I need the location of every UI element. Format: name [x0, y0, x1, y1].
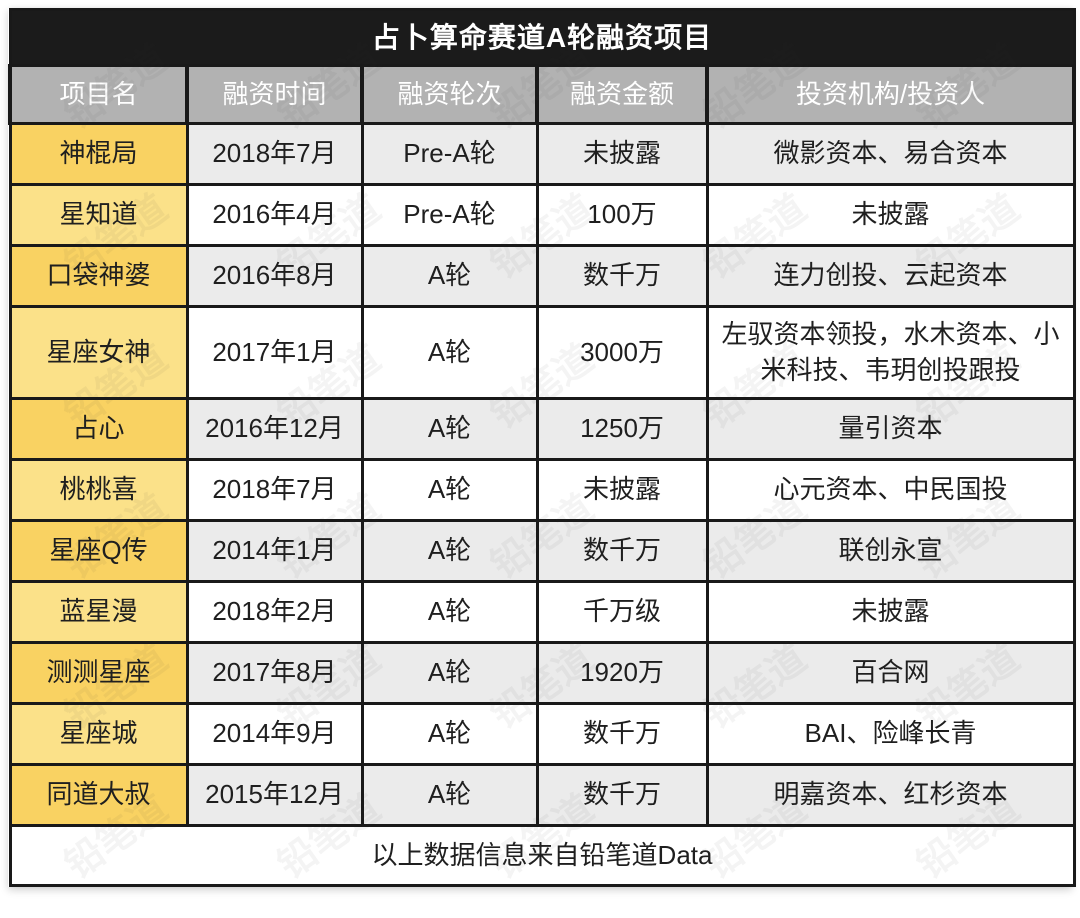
cell-investors: 连力创投、云起资本	[705, 244, 1076, 308]
cell-project-name: 测测星座	[8, 641, 189, 705]
table-row: 口袋神婆 2016年8月 A轮 数千万 连力创投、云起资本	[8, 244, 1076, 308]
funding-table: 占卜算命赛道A轮融资项目 项目名 融资时间 融资轮次 融资金额 投资机构/投资人…	[8, 8, 1077, 887]
table-row: 星座Q传 2014年1月 A轮 数千万 联创永宣	[8, 519, 1076, 583]
cell-investors: BAI、险峰长青	[705, 702, 1076, 766]
table-row: 星座城 2014年9月 A轮 数千万 BAI、险峰长青	[8, 702, 1076, 766]
cell-funding-time: 2018年2月	[185, 580, 364, 644]
page-title: 占卜算命赛道A轮融资项目	[8, 8, 1076, 67]
cell-funding-time: 2017年8月	[185, 641, 364, 705]
cell-funding-round: A轮	[360, 519, 539, 583]
cell-funding-amount: 未披露	[535, 122, 709, 186]
column-header-investors: 投资机构/投资人	[704, 64, 1077, 125]
cell-funding-time: 2016年12月	[185, 397, 364, 461]
table-row: 神棍局 2018年7月 Pre-A轮 未披露 微影资本、易合资本	[8, 122, 1076, 186]
cell-funding-amount: 数千万	[535, 244, 709, 308]
cell-project-name: 星知道	[8, 183, 189, 247]
cell-investors: 未披露	[705, 580, 1076, 644]
cell-funding-amount: 数千万	[535, 702, 709, 766]
cell-funding-round: A轮	[360, 702, 539, 766]
cell-investors: 百合网	[705, 641, 1076, 705]
cell-funding-round: A轮	[360, 397, 539, 461]
cell-funding-time: 2018年7月	[185, 122, 364, 186]
cell-funding-round: A轮	[360, 763, 539, 827]
cell-project-name: 星座女神	[8, 305, 189, 400]
cell-funding-time: 2014年9月	[185, 702, 364, 766]
cell-funding-round: A轮	[360, 641, 539, 705]
funding-table-container: 铅笔道 铅笔道 铅笔道 铅笔道 铅笔道 铅笔道 铅笔道 铅笔道 铅笔道 铅笔道 …	[8, 8, 1077, 887]
cell-project-name: 同道大叔	[8, 763, 189, 827]
cell-funding-amount: 数千万	[535, 519, 709, 583]
cell-investors: 明嘉资本、红杉资本	[705, 763, 1076, 827]
table-row: 占心 2016年12月 A轮 1250万 量引资本	[8, 397, 1076, 461]
table-row: 星座女神 2017年1月 A轮 3000万 左驭资本领投，水木资本、小米科技、韦…	[8, 305, 1076, 400]
cell-funding-round: A轮	[360, 580, 539, 644]
header-row: 项目名 融资时间 融资轮次 融资金额 投资机构/投资人	[8, 64, 1077, 125]
cell-project-name: 蓝星漫	[8, 580, 189, 644]
column-header-project-name: 项目名	[8, 64, 189, 125]
column-header-funding-amount: 融资金额	[535, 64, 709, 125]
cell-project-name: 星座Q传	[8, 519, 189, 583]
cell-funding-round: Pre-A轮	[360, 122, 539, 186]
column-header-funding-time: 融资时间	[185, 64, 364, 125]
cell-funding-round: Pre-A轮	[360, 183, 539, 247]
cell-funding-time: 2018年7月	[185, 458, 364, 522]
data-source-note: 以上数据信息来自铅笔道Data	[8, 824, 1076, 887]
cell-funding-time: 2015年12月	[185, 763, 364, 827]
table-row: 蓝星漫 2018年2月 A轮 千万级 未披露	[8, 580, 1076, 644]
cell-funding-time: 2014年1月	[185, 519, 364, 583]
cell-investors: 联创永宣	[705, 519, 1076, 583]
cell-project-name: 桃桃喜	[8, 458, 189, 522]
cell-funding-amount: 1920万	[535, 641, 709, 705]
cell-project-name: 星座城	[8, 702, 189, 766]
cell-project-name: 口袋神婆	[8, 244, 189, 308]
cell-funding-amount: 千万级	[535, 580, 709, 644]
table-row: 桃桃喜 2018年7月 A轮 未披露 心元资本、中民国投	[8, 458, 1076, 522]
title-row: 占卜算命赛道A轮融资项目	[8, 8, 1076, 67]
table-row: 星知道 2016年4月 Pre-A轮 100万 未披露	[8, 183, 1076, 247]
cell-funding-amount: 100万	[535, 183, 709, 247]
cell-funding-round: A轮	[360, 458, 539, 522]
cell-funding-amount: 数千万	[535, 763, 709, 827]
cell-project-name: 神棍局	[8, 122, 189, 186]
table-row: 同道大叔 2015年12月 A轮 数千万 明嘉资本、红杉资本	[8, 763, 1076, 827]
cell-project-name: 占心	[8, 397, 189, 461]
cell-funding-amount: 1250万	[535, 397, 709, 461]
cell-funding-time: 2016年8月	[185, 244, 364, 308]
table-row: 测测星座 2017年8月 A轮 1920万 百合网	[8, 641, 1076, 705]
cell-funding-round: A轮	[360, 244, 539, 308]
cell-investors: 未披露	[705, 183, 1076, 247]
cell-funding-round: A轮	[360, 305, 539, 400]
cell-funding-amount: 未披露	[535, 458, 709, 522]
cell-funding-time: 2016年4月	[185, 183, 364, 247]
cell-investors: 左驭资本领投，水木资本、小米科技、韦玥创投跟投	[705, 305, 1076, 400]
cell-investors: 量引资本	[705, 397, 1076, 461]
cell-investors: 心元资本、中民国投	[705, 458, 1076, 522]
column-header-funding-round: 融资轮次	[360, 64, 539, 125]
footer-row: 以上数据信息来自铅笔道Data	[8, 824, 1076, 887]
cell-investors: 微影资本、易合资本	[705, 122, 1076, 186]
cell-funding-amount: 3000万	[535, 305, 709, 400]
cell-funding-time: 2017年1月	[185, 305, 364, 400]
